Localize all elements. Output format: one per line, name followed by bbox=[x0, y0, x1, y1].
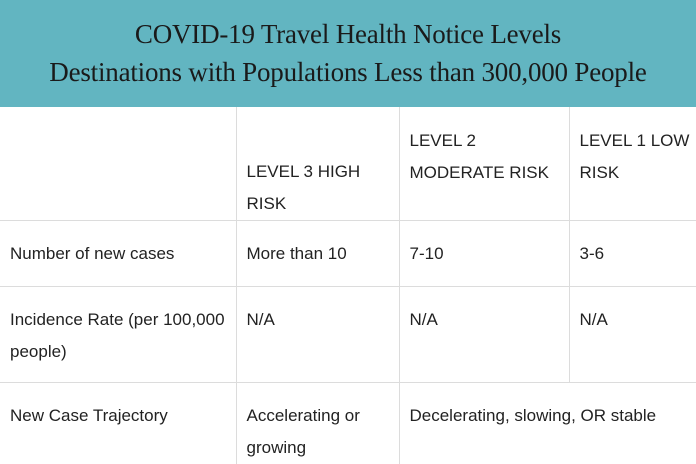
table-row: Incidence Rate (per 100,000 people) N/A … bbox=[0, 286, 696, 383]
cell-level-3: Accelerating or growing bbox=[235, 382, 399, 464]
cell-level-1: N/A bbox=[568, 286, 696, 383]
row-label-incidence-rate: Incidence Rate (per 100,000 people) bbox=[0, 286, 236, 383]
header-cell-level-3: LEVEL 3 HIGH RISK bbox=[235, 107, 399, 221]
row-label-case-trajectory: New Case Trajectory bbox=[10, 406, 168, 425]
cell-level-3: N/A bbox=[235, 286, 399, 383]
row-label-new-cases: Number of new cases bbox=[0, 220, 236, 287]
cell-level-3: More than 10 bbox=[235, 220, 399, 287]
header-cell-level-1: LEVEL 1 LOW RISK bbox=[568, 107, 696, 221]
table-row: New Case Trajectory Accelerating or grow… bbox=[0, 382, 696, 464]
risk-levels-table: LEVEL 3 HIGH RISK LEVEL 2 MODERATE RISK … bbox=[0, 107, 696, 464]
header-cell-level-2: LEVEL 2 MODERATE RISK bbox=[398, 107, 569, 221]
title-banner: COVID-19 Travel Health Notice Levels Des… bbox=[0, 0, 696, 107]
table-header-row: LEVEL 3 HIGH RISK LEVEL 2 MODERATE RISK … bbox=[0, 107, 696, 221]
cell-level-2-and-1: Decelerating, slowing, OR stable bbox=[398, 382, 696, 464]
cell-level-2: 7-10 bbox=[398, 220, 569, 287]
risk-levels-table-container: LEVEL 3 HIGH RISK LEVEL 2 MODERATE RISK … bbox=[0, 107, 696, 464]
title-line-1: COVID-19 Travel Health Notice Levels bbox=[134, 19, 562, 49]
table-row: Number of new cases More than 10 7-10 3-… bbox=[0, 220, 696, 287]
cell-level-2: N/A bbox=[398, 286, 569, 383]
cell-level-1: 3-6 bbox=[568, 220, 696, 287]
title-line-2: Destinations with Populations Less than … bbox=[49, 57, 647, 87]
header-cell-empty bbox=[0, 107, 236, 221]
